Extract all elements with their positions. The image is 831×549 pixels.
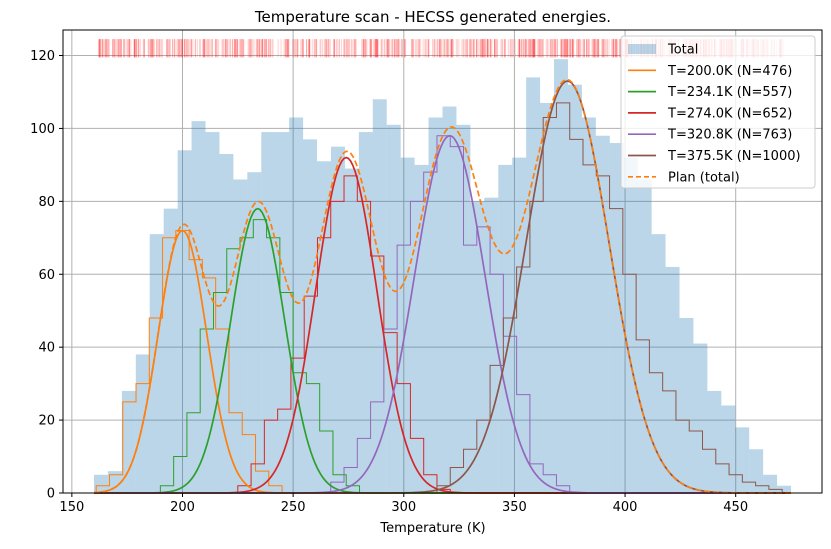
total-histogram-bar (609, 143, 624, 493)
total-histogram-bar (637, 179, 652, 493)
total-histogram-bar (693, 343, 708, 493)
step-histogram-2 (237, 175, 451, 493)
total-histogram-bar (247, 172, 262, 494)
total-histogram-bar (289, 117, 304, 493)
plan-total-curve (93, 78, 792, 494)
legend-label-4: T=320.8K (N=763) (667, 128, 792, 143)
total-histogram-bar (484, 197, 499, 493)
total-histogram-bar (93, 474, 108, 493)
total-histogram-bar (275, 132, 290, 493)
y-tick-label: 80 (38, 195, 55, 210)
x-axis-title: Temperature (K) (379, 521, 485, 536)
legend: Total T=200.0K (N=476) T=234.1K (N=557) T=2… (620, 35, 816, 189)
total-histogram-bar (233, 179, 248, 493)
x-tick-label: 350 (502, 500, 527, 515)
total-histogram-bar (358, 132, 373, 493)
step-histogram-1 (159, 219, 373, 494)
y-tick-label: 40 (38, 341, 55, 356)
legend-label-0: Total (667, 43, 698, 58)
total-histogram-bar (177, 150, 192, 494)
total-histogram-bar (777, 485, 792, 493)
y-tick-label: 60 (38, 268, 55, 283)
legend-label-3: T=274.0K (N=652) (667, 106, 792, 121)
x-tick-label: 150 (59, 500, 84, 515)
total-histogram-bar (651, 234, 666, 494)
x-tick-label: 400 (613, 500, 638, 515)
axes: 150 200 250 300 350 400 450 0 20 40 60 80 100 120 (30, 49, 748, 515)
total-histogram-bar (456, 124, 471, 493)
total-histogram-bar (428, 117, 443, 493)
total-histogram-bar (526, 77, 541, 493)
total-histogram-bar (442, 106, 457, 493)
temperature-step-histograms (95, 102, 796, 494)
total-histogram-bar (623, 157, 638, 493)
total-histogram-bar (205, 132, 220, 493)
total-histogram-bar (707, 390, 722, 493)
total-histogram-bar (372, 99, 387, 494)
legend-label-2: T=234.1K (N=557) (667, 85, 792, 100)
step-histogram-0 (95, 230, 296, 494)
total-histogram-bar (554, 59, 568, 494)
total-histogram-bar (219, 153, 234, 493)
legend-box (620, 35, 816, 189)
total-histogram-bar (344, 168, 359, 493)
total-histogram-bar (330, 146, 345, 493)
total-histogram-bar (567, 84, 582, 494)
total-histogram-bar (163, 208, 178, 493)
total-histogram-bar (414, 164, 429, 493)
total-histogram-bar (317, 161, 331, 494)
total-histogram-bar (400, 157, 415, 493)
total-histogram-bar (581, 117, 596, 493)
legend-label-5: T=375.5K (N=1000) (667, 149, 801, 164)
total-histogram-bar (107, 471, 122, 493)
total-histogram-bar (386, 124, 401, 493)
y-tick-label: 20 (38, 414, 55, 429)
total-histogram-bar (121, 390, 136, 493)
x-tick-label: 450 (723, 500, 748, 515)
total-histogram-bar (763, 474, 778, 493)
total-histogram-bar (303, 139, 318, 494)
legend-label-6: Plan (total) (668, 170, 740, 185)
total-histogram-bar (721, 405, 736, 493)
chart-title: Temperature scan - HECSS generated energ… (254, 8, 611, 26)
total-histogram-bar (665, 266, 680, 493)
total-histogram-bar (261, 132, 276, 493)
total-histogram-bar (540, 102, 555, 493)
step-histogram-3 (330, 135, 571, 493)
y-tick-label: 100 (30, 122, 55, 137)
plot-frame (62, 29, 823, 494)
y-tick-label: 0 (47, 487, 55, 502)
total-histogram-bar (679, 318, 694, 493)
x-tick-label: 300 (391, 500, 416, 515)
total-histogram-bar (191, 121, 206, 494)
total-histogram-bar (595, 135, 610, 493)
total-histogram-bar (149, 234, 164, 494)
total-histogram-bar (735, 427, 750, 493)
x-tick-label: 250 (281, 500, 306, 515)
legend-swatch-0 (628, 44, 656, 54)
total-histogram-bar (498, 164, 513, 493)
total-histogram-bar (749, 449, 764, 493)
x-tick-label: 200 (170, 500, 195, 515)
total-histogram-bar (512, 157, 527, 493)
step-histogram-4 (436, 102, 796, 494)
legend-label-1: T=200.0K (N=476) (667, 64, 792, 79)
y-tick-label: 120 (30, 49, 55, 64)
